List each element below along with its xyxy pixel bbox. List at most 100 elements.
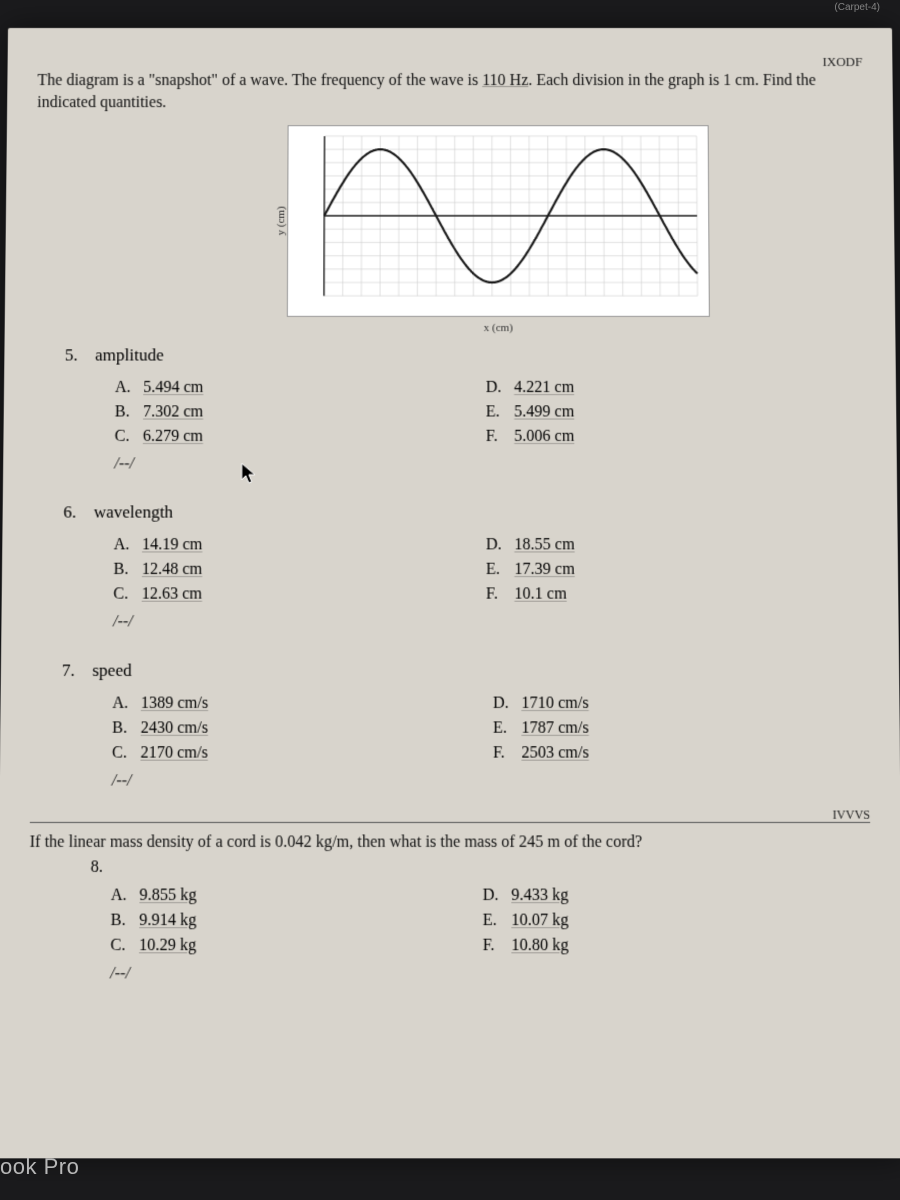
- option-letter: A.: [114, 533, 143, 558]
- answer-blank: /--/: [62, 613, 868, 632]
- q8-options: A.9.855 kgB.9.914 kgC.10.29 kgD.9.433 kg…: [28, 884, 872, 984]
- answer-option[interactable]: B.2430 cm/s: [112, 716, 208, 741]
- answer-option[interactable]: F.2503 cm/s: [493, 741, 589, 766]
- question-title: wavelength: [94, 502, 173, 521]
- answer-option[interactable]: D.9.433 kg: [483, 884, 569, 909]
- answer-option[interactable]: A.9.855 kg: [111, 884, 197, 909]
- option-value: 6.279 cm: [143, 427, 203, 444]
- option-letter: F.: [486, 582, 514, 607]
- option-value: 2170 cm/s: [140, 744, 208, 762]
- top-right-tag: (Carpet-4): [834, 2, 880, 13]
- answer-option[interactable]: E.1787 cm/s: [493, 716, 589, 741]
- section-divider: [30, 822, 870, 823]
- question-block: 7.speedA.1389 cm/sB.2430 cm/sC.2170 cm/s…: [30, 660, 870, 790]
- answer-blank: /--/: [59, 965, 872, 984]
- question-block: 5.amplitudeA.5.494 cmB.7.302 cmC.6.279 c…: [33, 345, 866, 473]
- page-code-mid: IVVVS: [833, 807, 871, 823]
- option-value: 2430 cm/s: [141, 719, 208, 737]
- graph-xlabel: x (cm): [484, 322, 513, 334]
- option-value: 1389 cm/s: [141, 694, 208, 712]
- option-letter: A.: [115, 376, 143, 400]
- answer-option[interactable]: E.17.39 cm: [486, 557, 575, 582]
- answer-option[interactable]: C.10.29 kg: [110, 934, 196, 959]
- answer-option[interactable]: C.6.279 cm: [115, 424, 204, 448]
- answer-option[interactable]: B.9.914 kg: [111, 909, 197, 934]
- option-value: 1787 cm/s: [521, 719, 588, 737]
- option-value: 1710 cm/s: [521, 694, 588, 712]
- option-letter: E.: [486, 400, 514, 424]
- option-letter: C.: [113, 582, 142, 607]
- answer-option[interactable]: E.5.499 cm: [486, 400, 574, 424]
- option-letter: B.: [115, 400, 143, 424]
- answer-option[interactable]: F.5.006 cm: [486, 424, 574, 448]
- option-letter: F.: [483, 934, 512, 959]
- answer-option[interactable]: A.1389 cm/s: [112, 691, 208, 716]
- graph-ylabel: y (cm): [275, 206, 287, 235]
- option-letter: B.: [111, 909, 140, 934]
- option-letter: E.: [493, 716, 522, 741]
- option-value: 4.221 cm: [514, 379, 574, 396]
- answer-option[interactable]: F.10.80 kg: [483, 934, 569, 959]
- question-block: A.9.855 kgB.9.914 kgC.10.29 kgD.9.433 kg…: [28, 884, 872, 984]
- option-letter: D.: [493, 691, 522, 716]
- q8-number: 8.: [29, 859, 870, 878]
- question-title: speed: [92, 660, 132, 680]
- question-number: 5.: [65, 345, 95, 365]
- question-title: amplitude: [95, 345, 164, 364]
- intro-pre: The diagram is a "snapshot" of a wave. T…: [37, 72, 482, 89]
- option-letter: F.: [493, 741, 522, 766]
- wave-graph: y (cm) x (cm): [287, 125, 710, 317]
- options-left: A.1389 cm/sB.2430 cm/sC.2170 cm/s: [112, 691, 208, 765]
- wave-svg: [288, 126, 709, 316]
- option-value: 14.19 cm: [142, 536, 202, 553]
- option-letter: C.: [110, 934, 139, 959]
- answer-option[interactable]: A.14.19 cm: [114, 533, 203, 558]
- answer-option[interactable]: E.10.07 kg: [483, 909, 569, 934]
- option-value: 5.006 cm: [514, 427, 574, 444]
- answer-option[interactable]: B.12.48 cm: [113, 557, 202, 582]
- option-letter: A.: [111, 884, 140, 909]
- option-value: 7.302 cm: [143, 403, 203, 420]
- option-letter: C.: [112, 741, 141, 766]
- option-value: 10.80 kg: [511, 937, 568, 955]
- option-value: 10.07 kg: [511, 912, 568, 930]
- answer-option[interactable]: D.1710 cm/s: [493, 691, 589, 716]
- option-value: 12.48 cm: [142, 560, 202, 577]
- question-header: 5.amplitude: [65, 345, 866, 365]
- option-value: 5.494 cm: [143, 379, 203, 396]
- option-value: 9.855 kg: [139, 887, 196, 905]
- options-left: A.14.19 cmB.12.48 cmC.12.63 cm: [113, 533, 202, 607]
- option-value: 18.55 cm: [514, 536, 574, 553]
- option-letter: B.: [112, 716, 141, 741]
- option-value: 9.914 kg: [139, 912, 196, 930]
- intro-frequency: 110 Hz: [482, 72, 528, 89]
- intro-text: The diagram is a "snapshot" of a wave. T…: [37, 70, 863, 115]
- options-right: D.18.55 cmE.17.39 cmF.10.1 cm: [486, 533, 575, 607]
- answer-option[interactable]: C.2170 cm/s: [112, 741, 208, 766]
- answer-option[interactable]: C.12.63 cm: [113, 582, 202, 607]
- options-row: A.14.19 cmB.12.48 cmC.12.63 cmD.18.55 cm…: [62, 533, 867, 607]
- question-number: 6.: [63, 502, 94, 522]
- answer-option[interactable]: F.10.1 cm: [486, 582, 575, 607]
- answer-option[interactable]: B.7.302 cm: [115, 400, 204, 424]
- option-letter: D.: [486, 533, 514, 558]
- answer-blank: /--/: [64, 455, 867, 473]
- document-page: IXODF The diagram is a "snapshot" of a w…: [0, 28, 900, 1158]
- options-right: D.4.221 cmE.5.499 cmF.5.006 cm: [486, 376, 575, 449]
- section2-intro: If the linear mass density of a cord is …: [30, 831, 871, 854]
- option-letter: F.: [486, 424, 514, 448]
- options-right: D.9.433 kgE.10.07 kgF.10.80 kg: [483, 884, 569, 959]
- answer-option[interactable]: D.4.221 cm: [486, 376, 574, 400]
- option-value: 5.499 cm: [514, 403, 574, 420]
- question-header: 6.wavelength: [63, 502, 867, 522]
- questions-container: 5.amplitudeA.5.494 cmB.7.302 cmC.6.279 c…: [30, 345, 870, 790]
- question-block: 6.wavelengthA.14.19 cmB.12.48 cmC.12.63 …: [32, 502, 868, 631]
- answer-blank: /--/: [61, 772, 870, 791]
- option-letter: A.: [112, 691, 141, 716]
- page-code-top: IXODF: [823, 54, 863, 70]
- answer-option[interactable]: A.5.494 cm: [115, 376, 204, 400]
- option-letter: D.: [483, 884, 512, 909]
- option-letter: C.: [115, 424, 143, 448]
- option-value: 17.39 cm: [514, 560, 574, 577]
- answer-option[interactable]: D.18.55 cm: [486, 533, 575, 558]
